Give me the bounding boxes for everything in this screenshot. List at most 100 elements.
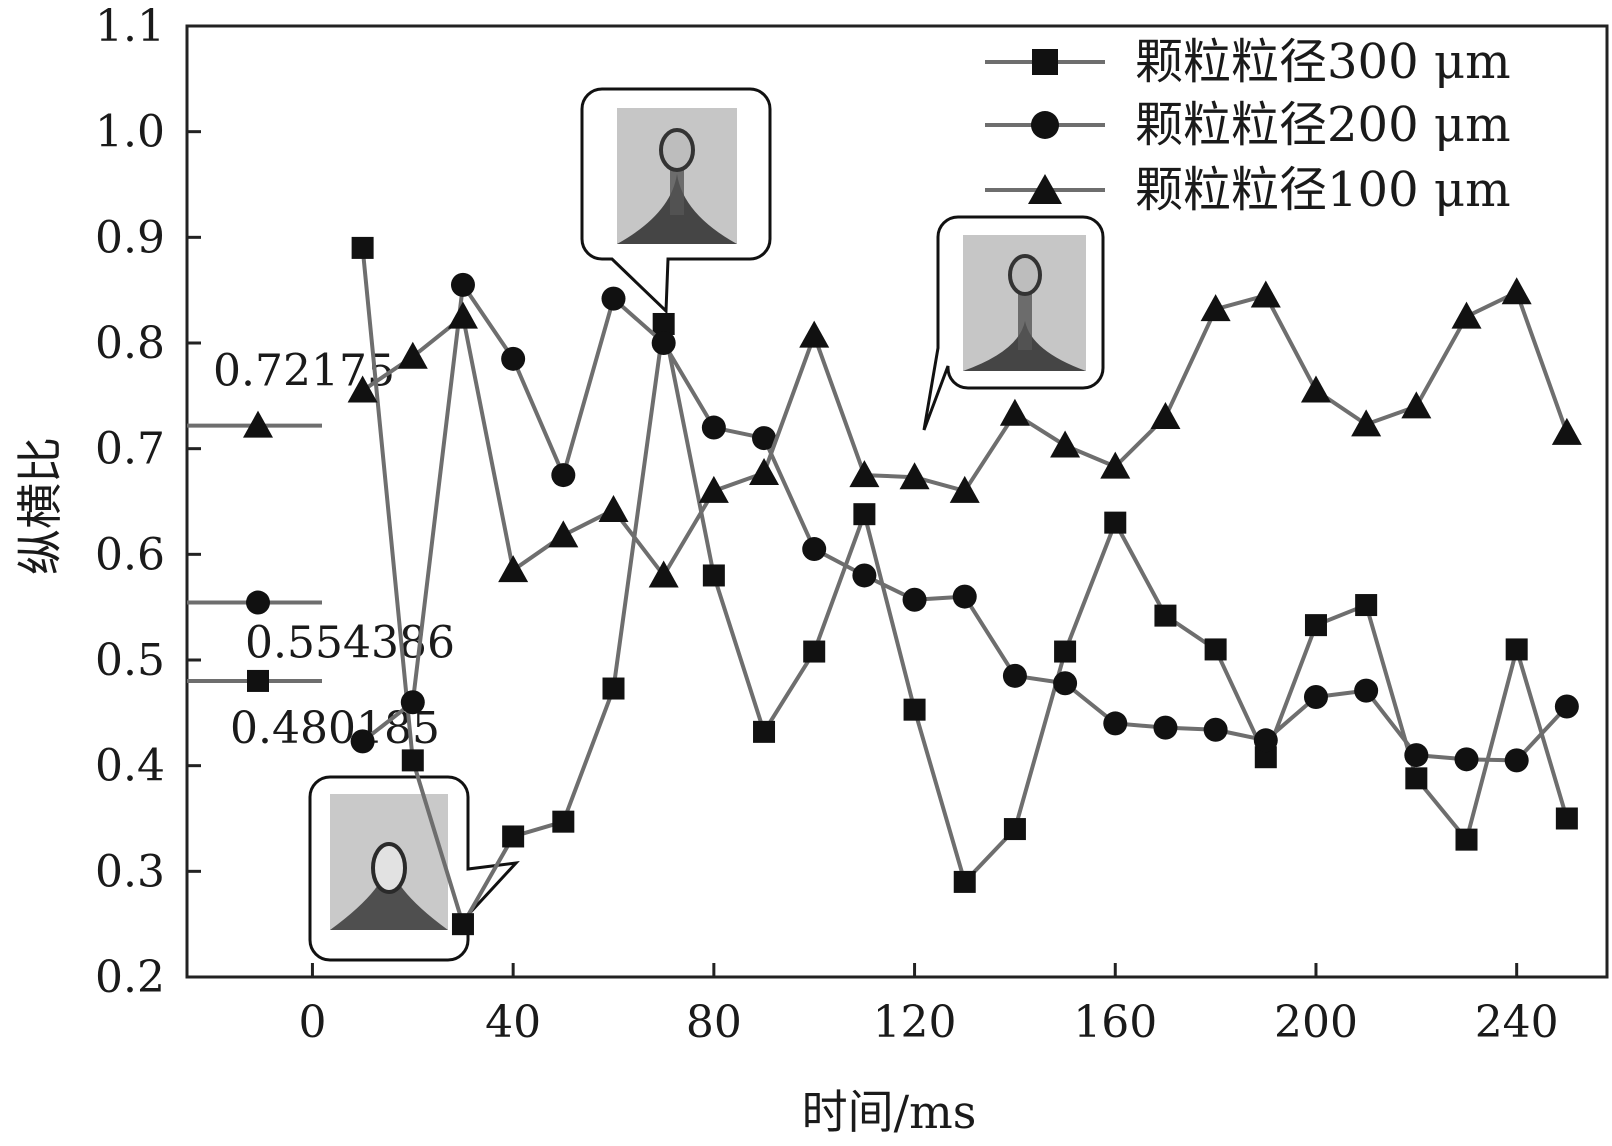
mean-marker-200	[246, 590, 270, 615]
series-200	[350, 272, 1579, 773]
point-200-130	[952, 584, 977, 609]
point-300-110	[853, 503, 876, 526]
point-100-50	[548, 520, 579, 548]
legend-marker-200	[1031, 111, 1059, 139]
y-tick-label-8: 1.0	[95, 107, 165, 158]
mean-300: 0.480185	[187, 669, 440, 754]
point-100-180	[1200, 294, 1231, 322]
y-tick-label-2: 0.4	[95, 741, 165, 792]
point-100-40	[498, 555, 529, 583]
point-100-150	[1050, 430, 1081, 458]
point-200-70	[651, 331, 676, 355]
point-100-110	[849, 460, 880, 488]
point-200-110	[852, 563, 877, 588]
point-300-120	[903, 698, 926, 721]
point-100-70	[648, 560, 679, 588]
legend: 颗粒粒径300 μm 颗粒粒径200 μm 颗粒粒径100 μm	[985, 34, 1511, 218]
point-300-180	[1204, 638, 1227, 661]
tick-labels: 0 40 80 120 160 200 240 0.2 0.3 0.4 0.5 0.6 0.7 0.8 0.…	[95, 1, 1559, 1048]
series-group	[347, 236, 1582, 936]
point-100-250	[1551, 417, 1582, 445]
series-300	[351, 236, 1578, 936]
point-100-240	[1501, 277, 1532, 305]
point-300-100	[803, 640, 826, 663]
y-tick-label-6: 0.8	[95, 318, 165, 369]
legend-label-300: 颗粒粒径300 μm	[1135, 34, 1511, 90]
point-300-80	[702, 564, 725, 587]
point-200-160	[1103, 711, 1128, 736]
point-300-200	[1304, 614, 1327, 637]
point-300-240	[1505, 638, 1528, 661]
point-100-10	[347, 375, 378, 403]
y-tick-label-5: 0.7	[95, 424, 165, 475]
point-300-50	[552, 810, 575, 833]
point-200-100	[802, 537, 827, 562]
point-100-190	[1250, 280, 1281, 308]
x-tick-label-40: 40	[485, 997, 541, 1048]
point-200-190	[1253, 728, 1278, 753]
mean-marker-300	[247, 669, 269, 692]
point-200-90	[752, 426, 777, 451]
point-100-60	[598, 494, 629, 522]
point-200-180	[1203, 717, 1228, 742]
x-tick-label-160: 160	[1073, 997, 1157, 1048]
mean-200: 0.554386	[187, 590, 455, 669]
point-300-160	[1104, 511, 1127, 534]
point-100-140	[999, 398, 1030, 426]
point-100-220	[1401, 391, 1432, 419]
point-300-150	[1054, 640, 1077, 663]
y-tick-label-4: 0.6	[95, 529, 165, 580]
legend-label-100: 颗粒粒径100 μm	[1135, 162, 1511, 218]
point-200-170	[1153, 715, 1178, 740]
y-tick-label-0: 0.2	[95, 952, 165, 1003]
point-200-40	[501, 346, 526, 371]
y-tick-label-7: 0.9	[95, 212, 165, 263]
point-200-200	[1303, 684, 1328, 709]
x-tick-label-80: 80	[686, 997, 742, 1048]
point-100-200	[1300, 375, 1331, 403]
mean-label-300: 0.480185	[230, 703, 440, 754]
point-200-80	[701, 415, 726, 440]
series-100	[347, 277, 1582, 588]
point-200-210	[1354, 678, 1379, 703]
point-200-220	[1404, 743, 1429, 768]
inset-photo-callout-early	[308, 775, 520, 962]
y-tick-label-1: 0.3	[95, 846, 165, 897]
point-100-230	[1451, 301, 1482, 329]
point-300-20	[401, 749, 424, 772]
point-300-90	[753, 720, 776, 743]
x-tick-label-0: 0	[298, 997, 326, 1048]
x-tick-label-200: 200	[1274, 997, 1358, 1048]
legend-label-200: 颗粒粒径200 μm	[1135, 97, 1511, 153]
plot-frame	[185, 24, 1609, 979]
point-300-230	[1455, 828, 1478, 851]
point-200-50	[551, 463, 576, 488]
point-100-80	[698, 475, 729, 503]
point-100-170	[1150, 401, 1181, 429]
point-300-170	[1154, 604, 1177, 627]
point-300-220	[1405, 767, 1428, 790]
y-tick-label-3: 0.5	[95, 635, 165, 686]
axis-ticks	[187, 24, 1519, 979]
point-200-230	[1454, 747, 1479, 772]
y-tick-label-9: 1.1	[95, 1, 165, 52]
x-axis-label: 时间/ms	[802, 1085, 977, 1139]
point-300-70	[652, 312, 675, 335]
point-200-240	[1504, 748, 1529, 773]
point-300-190	[1254, 746, 1277, 769]
point-200-150	[1053, 671, 1078, 696]
legend-marker-300	[1032, 49, 1058, 75]
point-200-250	[1554, 694, 1579, 719]
point-100-90	[749, 457, 780, 485]
point-200-60	[601, 286, 626, 311]
inset-photo-callout-late	[922, 215, 1105, 431]
point-300-250	[1555, 807, 1578, 830]
inset-photo-callout-mid	[580, 87, 772, 315]
point-100-30	[447, 301, 478, 329]
point-100-120	[899, 462, 930, 490]
point-100-20	[397, 341, 428, 369]
x-tick-label-120: 120	[873, 997, 957, 1048]
point-300-140	[1003, 818, 1026, 841]
point-300-60	[602, 677, 625, 700]
